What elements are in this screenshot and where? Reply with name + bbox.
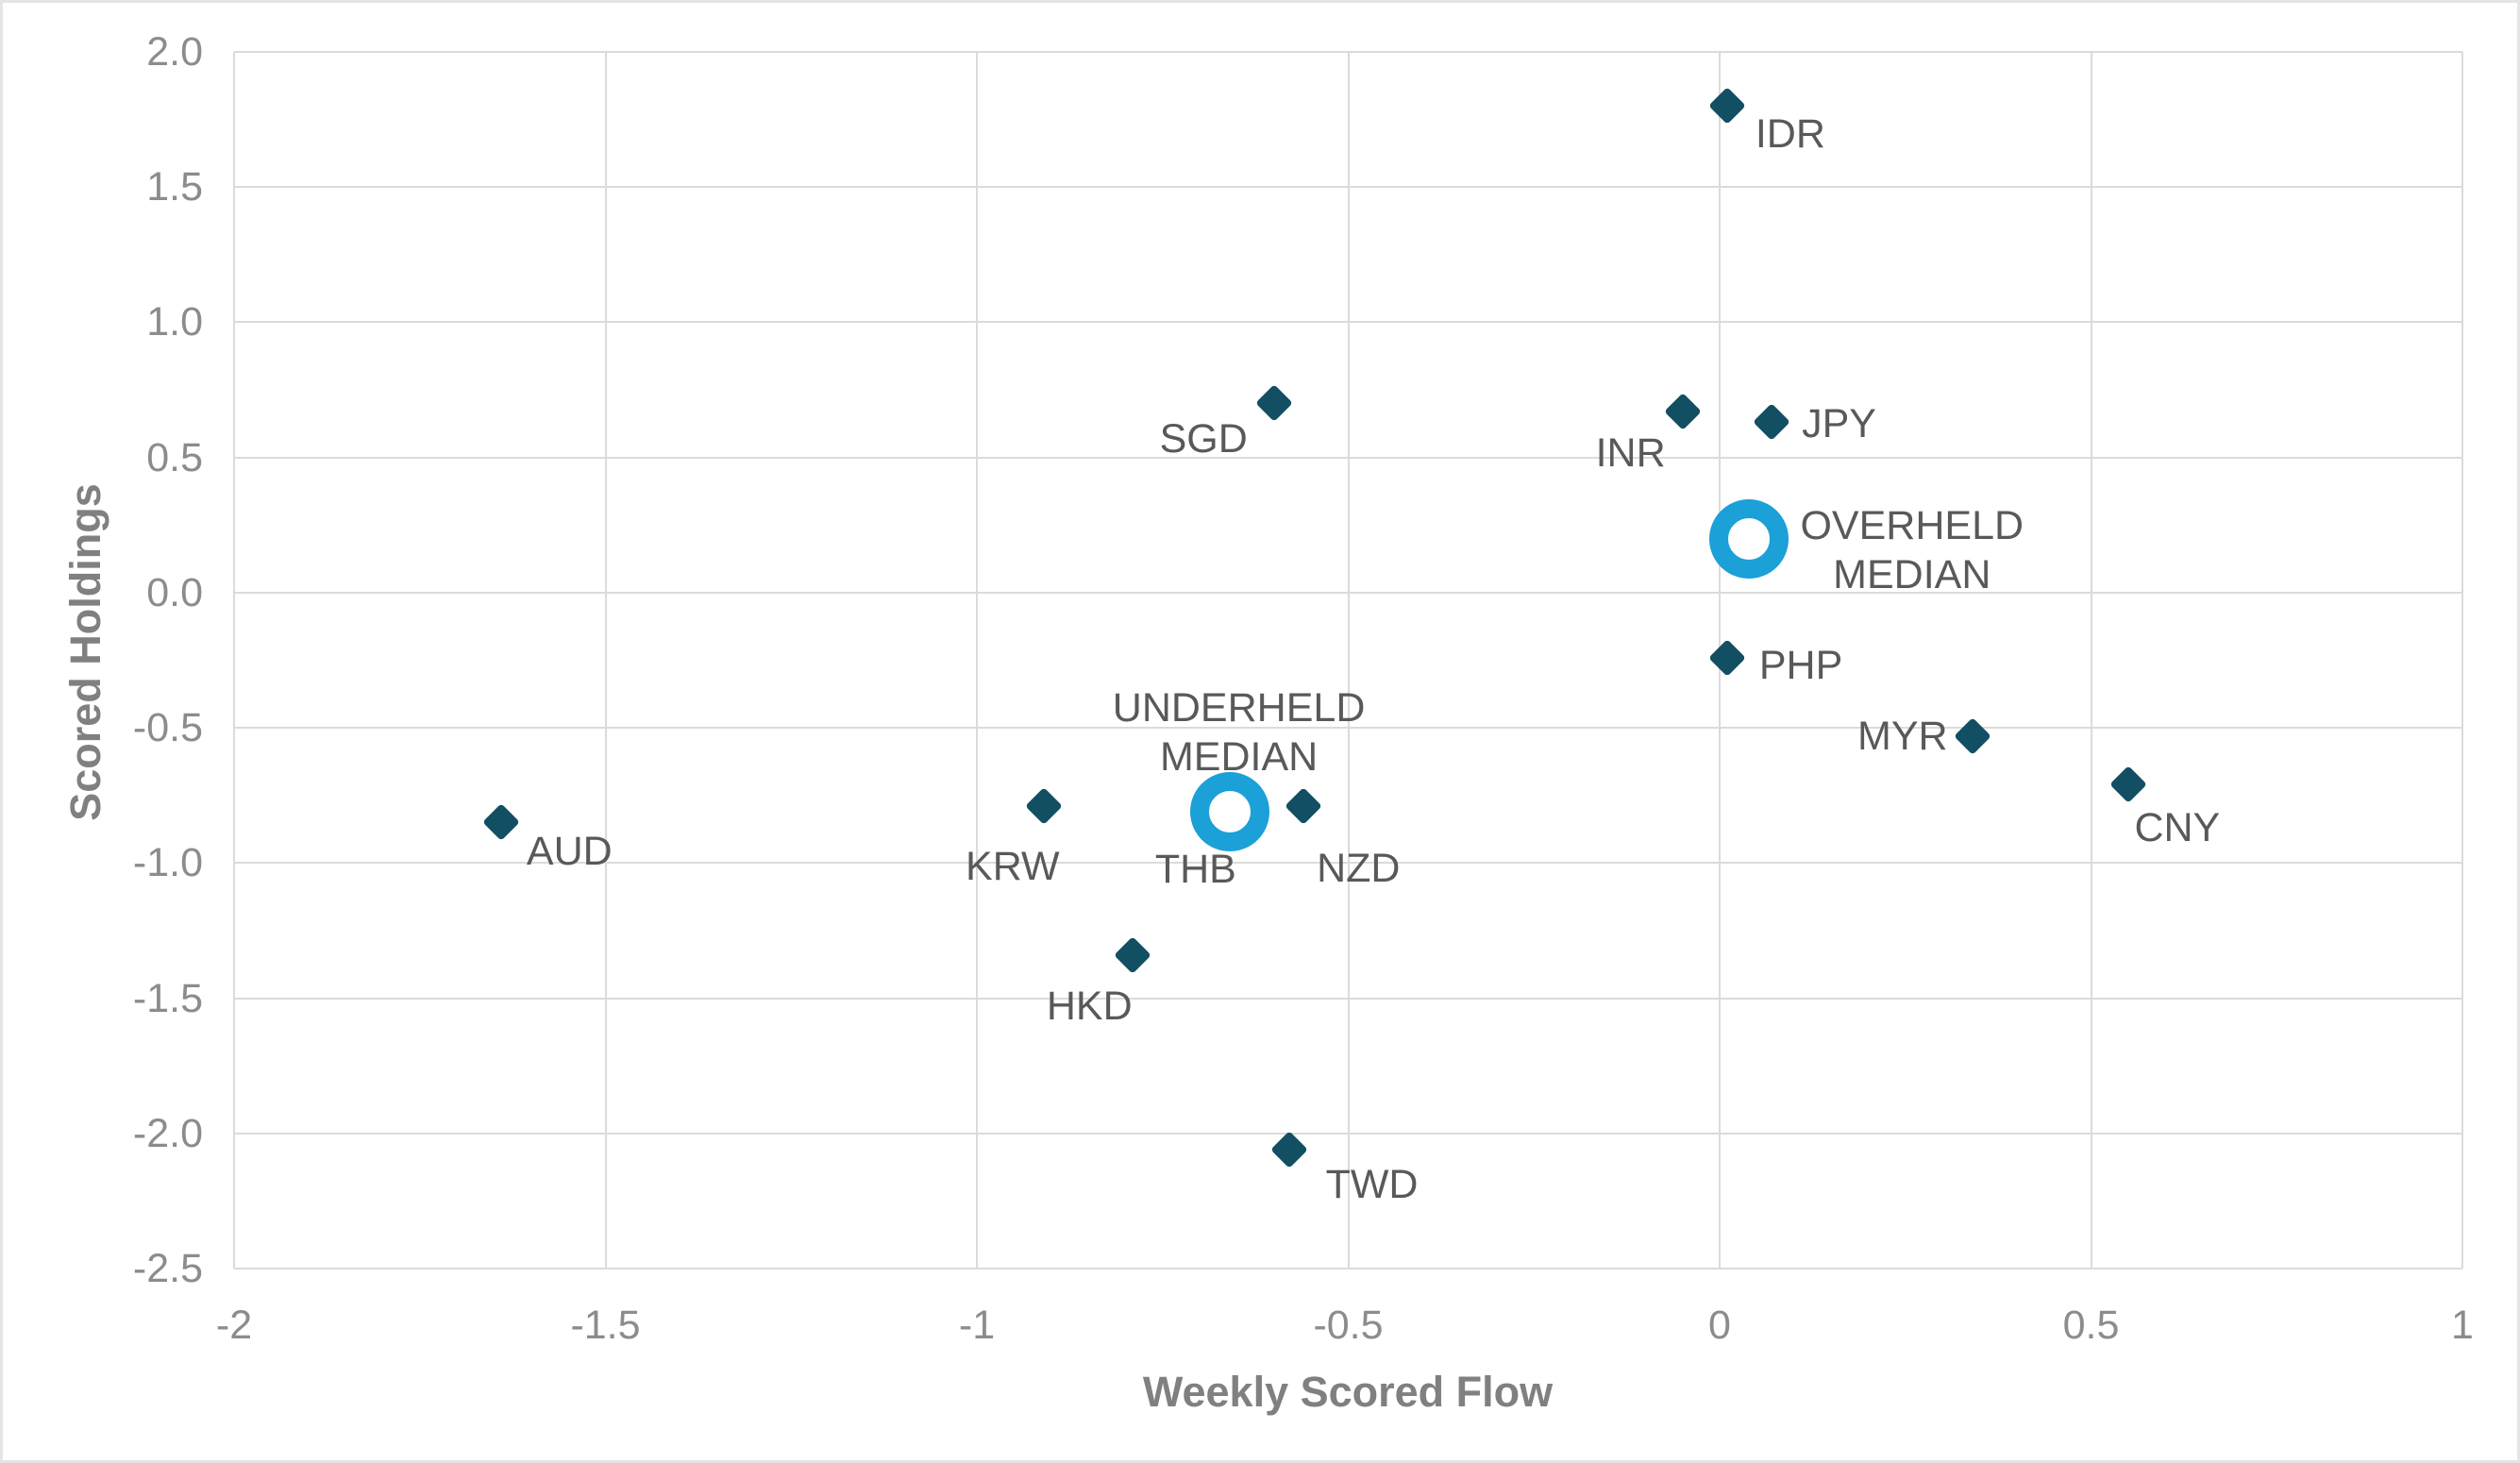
y-tick-label: -1.0	[132, 840, 203, 886]
x-tick-label: 0	[1708, 1303, 1731, 1348]
x-axis-title: Weekly Scored Flow	[1142, 1368, 1554, 1416]
point-label-overheld-median: OVERHELD MEDIAN	[1800, 502, 2024, 597]
marker-underheld-median	[1189, 771, 1269, 851]
x-tick-label: -0.5	[1313, 1303, 1384, 1348]
marker-cny	[2109, 765, 2147, 804]
y-tick-label: -1.5	[132, 975, 203, 1021]
y-tick-label: 0.0	[146, 569, 203, 615]
gridline-v	[233, 52, 235, 1269]
x-tick-label: 1	[2451, 1303, 2474, 1348]
gridline-v	[604, 52, 607, 1269]
x-tick-label: -2	[215, 1303, 253, 1348]
gridline-h	[234, 186, 2462, 189]
y-tick-label: 2.0	[146, 29, 203, 75]
point-label-nzd: NZD	[1317, 846, 1401, 892]
marker-jpy	[1753, 403, 1790, 442]
gridline-h	[234, 456, 2462, 459]
marker-myr	[1953, 716, 1991, 755]
point-label-underheld-median: UNDERHELD MEDIAN	[1112, 684, 1366, 780]
y-tick-label: 1.0	[146, 299, 203, 345]
gridline-h	[234, 727, 2462, 730]
point-label-myr: MYR	[1857, 713, 1948, 759]
gridline-h	[234, 591, 2462, 594]
marker-sgd	[1254, 384, 1293, 423]
y-tick-label: 1.5	[146, 164, 203, 210]
gridline-h	[234, 862, 2462, 865]
marker-krw	[1025, 787, 1063, 825]
marker-aud	[482, 803, 521, 842]
gridline-h	[234, 321, 2462, 324]
point-label-sgd: SGD	[1159, 416, 1248, 462]
point-label-idr: IDR	[1755, 111, 1825, 158]
marker-nzd	[1285, 787, 1323, 825]
gridline-h	[234, 997, 2462, 1000]
gridline-v	[1347, 52, 1350, 1269]
gridline-h	[234, 51, 2462, 53]
marker-idr	[1708, 87, 1746, 126]
point-label-inr: INR	[1595, 429, 1666, 476]
marker-hkd	[1114, 935, 1152, 974]
point-label-hkd: HKD	[1046, 983, 1133, 1029]
gridline-v	[976, 52, 978, 1269]
point-label-php: PHP	[1758, 642, 1843, 688]
point-label-twd: TWD	[1325, 1161, 1419, 1207]
x-tick-label: -1	[958, 1303, 996, 1348]
gridline-v	[2090, 52, 2092, 1269]
marker-php	[1708, 638, 1746, 677]
plot-area	[233, 51, 2463, 1270]
y-tick-label: -0.5	[132, 705, 203, 751]
marker-overheld-median	[1709, 498, 1789, 579]
gridline-h	[234, 1268, 2462, 1270]
y-axis-title: Scored Holdings	[61, 483, 109, 821]
marker-twd	[1269, 1131, 1308, 1169]
point-label-jpy: JPY	[1802, 401, 1876, 447]
y-tick-label: -2.0	[132, 1110, 203, 1156]
gridline-h	[234, 1132, 2462, 1135]
y-tick-label: 0.5	[146, 434, 203, 480]
point-label-aud: AUD	[526, 829, 613, 875]
x-tick-label: 0.5	[2062, 1303, 2120, 1348]
point-label-cny: CNY	[2134, 805, 2221, 851]
marker-inr	[1663, 393, 1702, 430]
x-tick-label: -1.5	[570, 1303, 641, 1348]
point-label-thb: THB	[1154, 847, 1236, 893]
gridline-v	[2461, 52, 2463, 1269]
y-tick-label: -2.5	[132, 1246, 203, 1291]
point-label-krw: KRW	[966, 844, 1060, 890]
